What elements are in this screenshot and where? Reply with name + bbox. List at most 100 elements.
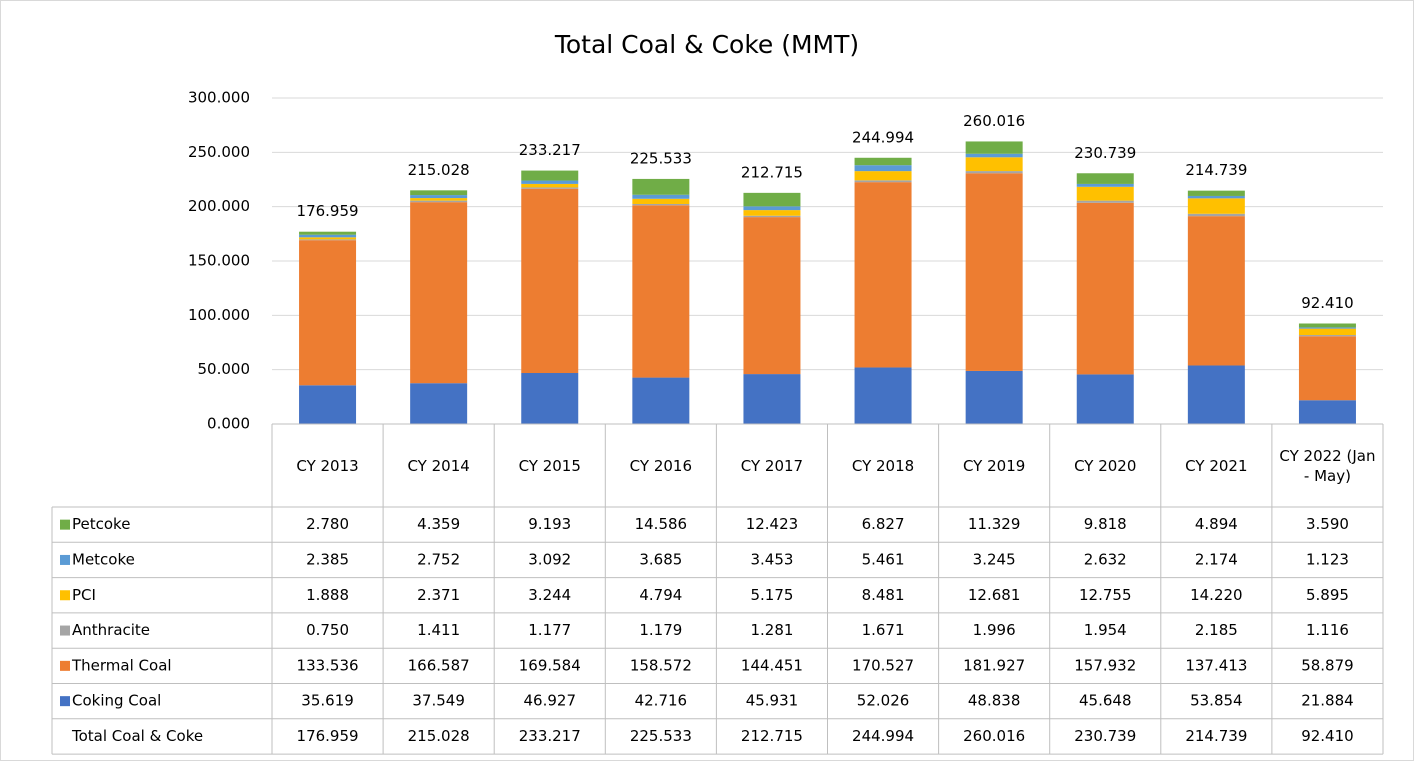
bar-segment (1076, 374, 1134, 424)
legend-key (60, 590, 70, 601)
table-cell: 137.413 (1185, 656, 1247, 674)
bar-segment (965, 171, 1023, 174)
bar-segment (521, 373, 579, 424)
bar-segment (299, 231, 357, 235)
legend-key (60, 519, 70, 530)
table-cell: 92.410 (1301, 727, 1354, 745)
bar-segment (632, 194, 690, 199)
x-tick-label: CY 2019 (962, 456, 1026, 475)
table-cell: 4.359 (417, 515, 460, 533)
bar-segment (521, 187, 579, 189)
table-cell: 157.932 (1074, 656, 1136, 674)
bar-segment (1187, 213, 1245, 217)
table-cell: 3.685 (639, 550, 682, 568)
total-label: 176.959 (297, 202, 359, 220)
total-label: 92.410 (1301, 294, 1354, 312)
x-tick-label: CY 2016 (629, 456, 692, 475)
bar-segment (410, 195, 468, 199)
bar-segment (965, 157, 1023, 172)
x-tick-label: CY 2020 (1074, 456, 1137, 475)
y-tick-label: 150.000 (188, 252, 250, 270)
bar-segment (743, 215, 801, 218)
total-label: 244.994 (852, 128, 914, 146)
x-tick-label-box: CY 2020 (1074, 456, 1137, 475)
legend-label: Metcoke (72, 550, 135, 568)
bar-segment (1187, 198, 1245, 214)
bar-segment (632, 198, 690, 204)
table-cell: 1.281 (750, 621, 793, 639)
table-cell: 14.220 (1190, 586, 1243, 604)
table-cell: 21.884 (1301, 692, 1354, 710)
table-cell: 2.371 (417, 586, 460, 604)
table-cell: 12.755 (1079, 586, 1132, 604)
bar-segment (521, 180, 579, 184)
x-tick-label-box: CY 2017 (740, 456, 804, 475)
legend-label: Petcoke (72, 515, 130, 533)
bar-segment (743, 217, 801, 375)
legend-label: Anthracite (72, 621, 150, 639)
table-cell: 230.739 (1074, 727, 1136, 745)
bar-segment (632, 203, 690, 206)
table-cell: 2.174 (1195, 550, 1238, 568)
table-cell: 12.423 (746, 515, 799, 533)
bar-segment (1187, 365, 1245, 424)
x-tick-label: CY 2017 (740, 456, 804, 475)
bar-segment (854, 180, 912, 183)
x-tick-label: CY 2018 (851, 456, 915, 475)
table-cell: 2.632 (1084, 550, 1127, 568)
table-cell: 176.959 (297, 727, 359, 745)
table-cell: 158.572 (630, 656, 692, 674)
bar-segment (743, 210, 801, 216)
table-cell: 1.888 (306, 586, 349, 604)
table-cell: 214.739 (1185, 727, 1247, 745)
bar-segment (743, 206, 801, 211)
table-cell: 3.244 (528, 586, 571, 604)
bar-segment (1298, 335, 1356, 337)
legend-label: PCI (72, 586, 96, 604)
bar-segment (410, 190, 468, 196)
table-cell: 4.794 (639, 586, 682, 604)
bar-segment (743, 192, 801, 207)
bar-segment (854, 165, 912, 172)
table-cell: 2.185 (1195, 621, 1238, 639)
legend-label: Coking Coal (72, 692, 161, 710)
table-cell: 5.175 (750, 586, 793, 604)
table-cell: 215.028 (408, 727, 470, 745)
table-cell: 181.927 (963, 656, 1025, 674)
table-cell: 3.245 (973, 550, 1016, 568)
table-cell: 9.818 (1084, 515, 1127, 533)
x-tick-label-box: CY 2014 (407, 457, 469, 475)
table-cell: 1.996 (973, 621, 1016, 639)
x-tick-label: CY 2021 (1185, 456, 1248, 475)
table-cell: 48.838 (968, 692, 1021, 710)
x-tick-label-box: CY 2022 (Jan - May) (1279, 447, 1375, 485)
total-label: 233.217 (519, 141, 581, 159)
table-cell: 3.590 (1306, 515, 1349, 533)
x-tick-label-box: CY 2016 (629, 456, 692, 475)
bar-segment (1187, 216, 1245, 366)
table-cell: 4.894 (1195, 515, 1238, 533)
y-tick-label: 0.000 (207, 415, 250, 433)
table-cell: 5.461 (862, 550, 905, 568)
legend-key (60, 554, 70, 565)
table-cell: 6.827 (862, 515, 905, 533)
y-tick-label: 250.000 (188, 143, 250, 161)
bar-segment (410, 202, 468, 384)
table-cell: 212.715 (741, 727, 803, 745)
chart-title: Total Coal & Coke (MMT) (554, 30, 859, 59)
table-cell: 3.092 (528, 550, 571, 568)
table-cell: 244.994 (852, 727, 914, 745)
table-row-label: Total Coal & Coke (71, 727, 203, 745)
x-tick-label: CY 2013 (296, 456, 359, 475)
table-cell: 1.177 (528, 621, 571, 639)
total-label: 225.533 (630, 149, 692, 167)
table-cell: 46.927 (524, 692, 577, 710)
bar-segment (1298, 336, 1356, 401)
bar-segment (299, 239, 357, 241)
bar-segment (1187, 190, 1245, 196)
bar-segment (965, 370, 1023, 424)
bar-segment (299, 237, 357, 240)
table-cell: 1.671 (862, 621, 905, 639)
